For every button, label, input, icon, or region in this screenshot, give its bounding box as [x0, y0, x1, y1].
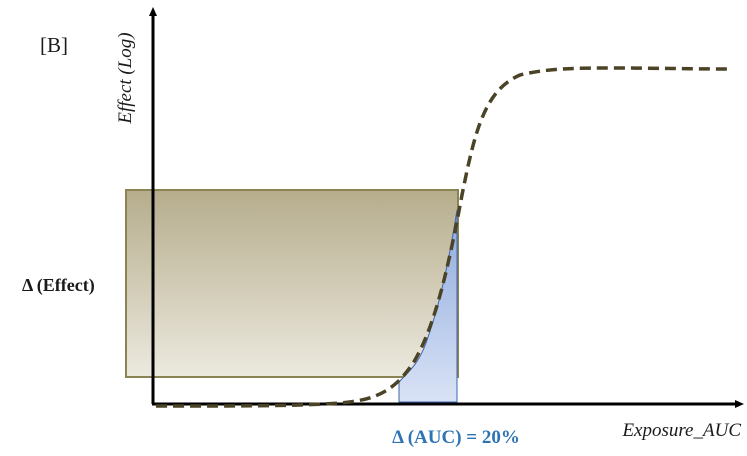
effect-delta-label: Δ (Effect): [22, 275, 95, 296]
sigmoid-curve: [155, 66, 731, 408]
effect-delta-band: [125, 189, 459, 378]
x-axis-label: Exposure_AUC: [621, 420, 741, 441]
panel-label: [B]: [40, 33, 68, 57]
x-axis-arrowhead: [735, 400, 744, 408]
auc-delta-label: Δ (AUC) = 20%: [392, 427, 520, 448]
y-axis-label: Effect (Log): [115, 32, 136, 124]
y-axis-arrowhead: [149, 7, 157, 16]
